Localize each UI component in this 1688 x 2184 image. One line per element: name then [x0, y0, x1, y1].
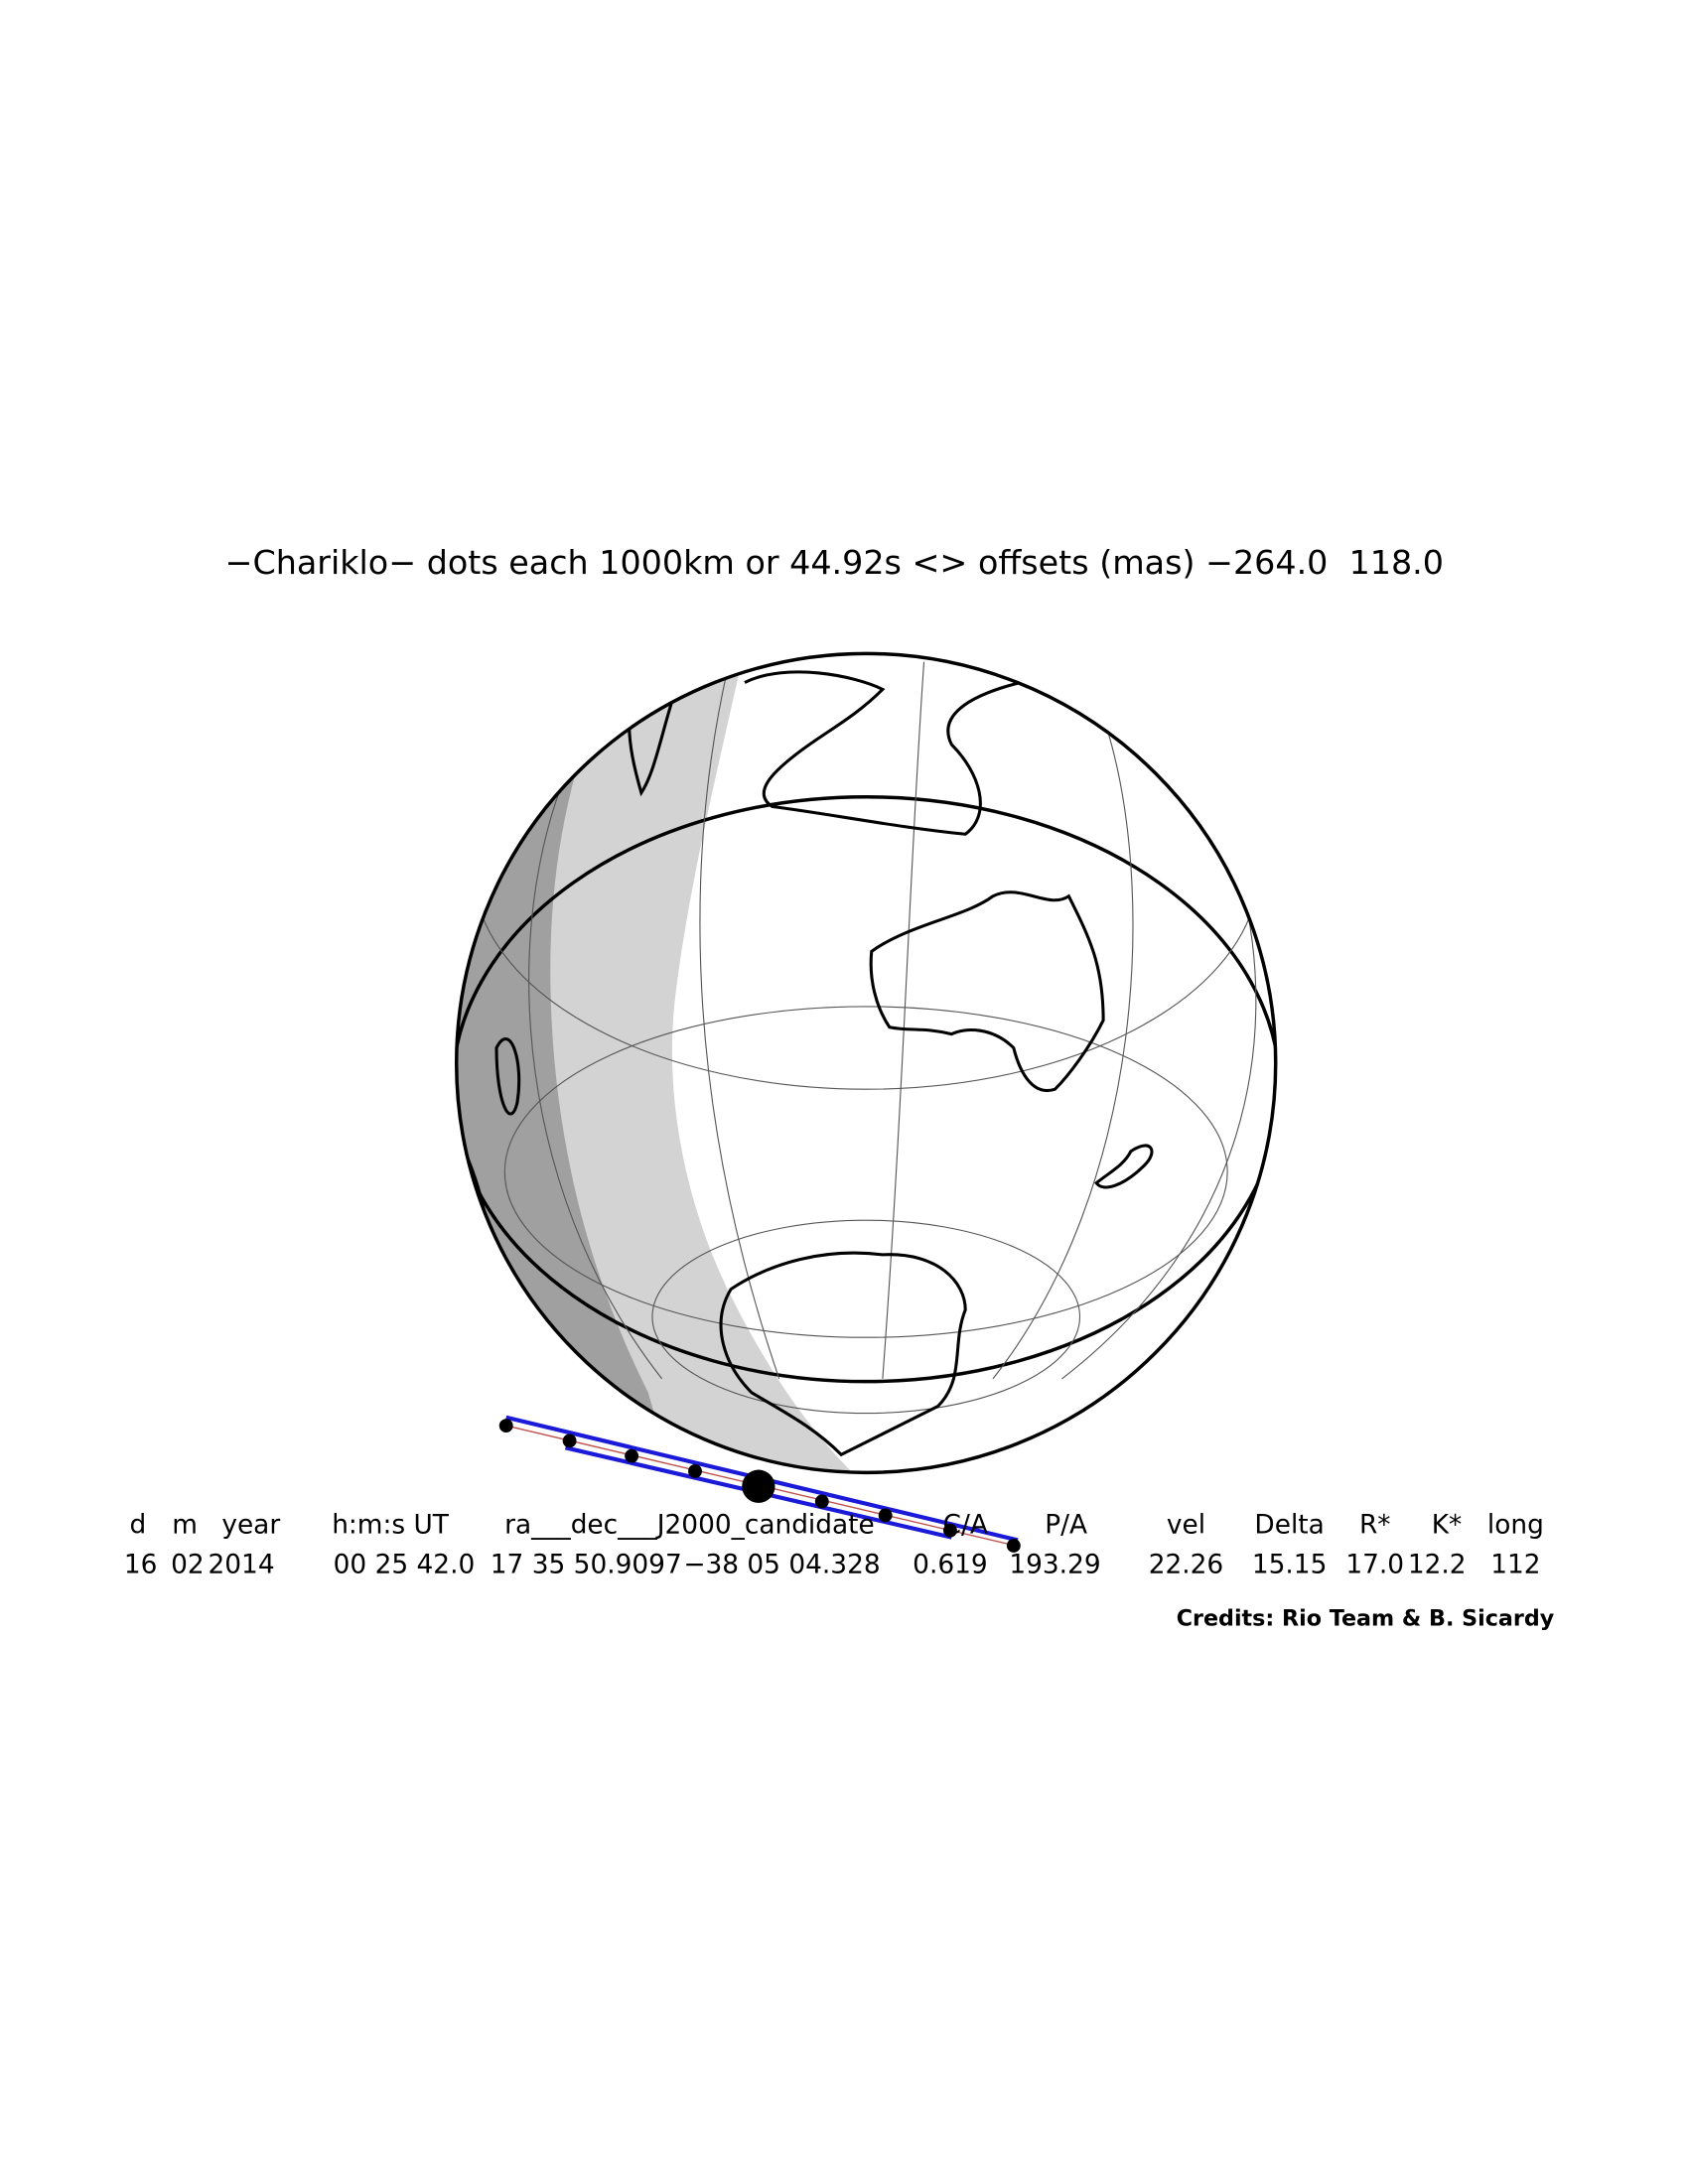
column-value: 0.619: [913, 1551, 988, 1580]
column-value: 22.26: [1149, 1551, 1224, 1580]
column-value: 12.2: [1408, 1551, 1467, 1580]
column-value: 112: [1490, 1551, 1540, 1580]
column-value: 193.29: [1009, 1551, 1100, 1580]
meridian: [699, 654, 780, 1380]
column-header: R*: [1359, 1510, 1391, 1540]
meridian: [528, 744, 663, 1380]
madagascar: [494, 1037, 521, 1116]
column-value: 15.15: [1252, 1551, 1328, 1580]
column-header: h:m:s UT: [332, 1510, 450, 1540]
column-header: long: [1487, 1510, 1544, 1540]
antarctica: [719, 1251, 967, 1457]
new-zealand: [1094, 1144, 1154, 1189]
meridian: [992, 717, 1134, 1380]
title: −Chariklo− dots each 1000km or 44.92s <>…: [225, 543, 1444, 582]
column-header: vel: [1167, 1510, 1205, 1540]
globe-outline: [454, 651, 1278, 1475]
column-header: year: [221, 1510, 280, 1540]
column-value: 17 35 50.9097: [491, 1551, 682, 1580]
globe: [456, 653, 1276, 1473]
column-header: K*: [1432, 1510, 1462, 1540]
column-value: 02: [171, 1551, 205, 1580]
column-header: ra___dec___J2000_candidate: [504, 1510, 875, 1540]
column-header: C/A: [943, 1510, 988, 1540]
southeast-asia: [744, 670, 1022, 836]
meridian: [1061, 882, 1257, 1380]
column-value: 2014: [208, 1551, 274, 1580]
credits: Credits: Rio Team & B. Sicardy: [1177, 1606, 1555, 1632]
time-dots: [498, 1419, 1021, 1553]
column-header: m: [172, 1510, 198, 1540]
column-value: −38 05 04.328: [683, 1551, 880, 1580]
table-values: 16 02 2014 00 25 42.0 17 35 50.9097 −38 05 04…: [124, 1551, 1541, 1580]
equator: [456, 795, 1276, 1384]
column-header: d: [130, 1510, 147, 1540]
column-header: P/A: [1045, 1510, 1087, 1540]
column-header: Delta: [1254, 1510, 1324, 1540]
shadow-path: [498, 1415, 1021, 1553]
figure: −Chariklo− dots each 1000km or 44.92s <>…: [124, 543, 1555, 1632]
column-value: 16: [124, 1551, 158, 1580]
column-value: 00 25 42.0: [334, 1551, 476, 1580]
australia: [869, 890, 1105, 1093]
meridian: [882, 661, 925, 1379]
column-value: 17.0: [1345, 1551, 1404, 1580]
table-header: d m year h:m:s UT ra___dec___J2000_candidate…: [130, 1510, 1544, 1540]
latitude-line: [503, 1006, 1228, 1338]
latitude-line: [651, 1219, 1081, 1415]
